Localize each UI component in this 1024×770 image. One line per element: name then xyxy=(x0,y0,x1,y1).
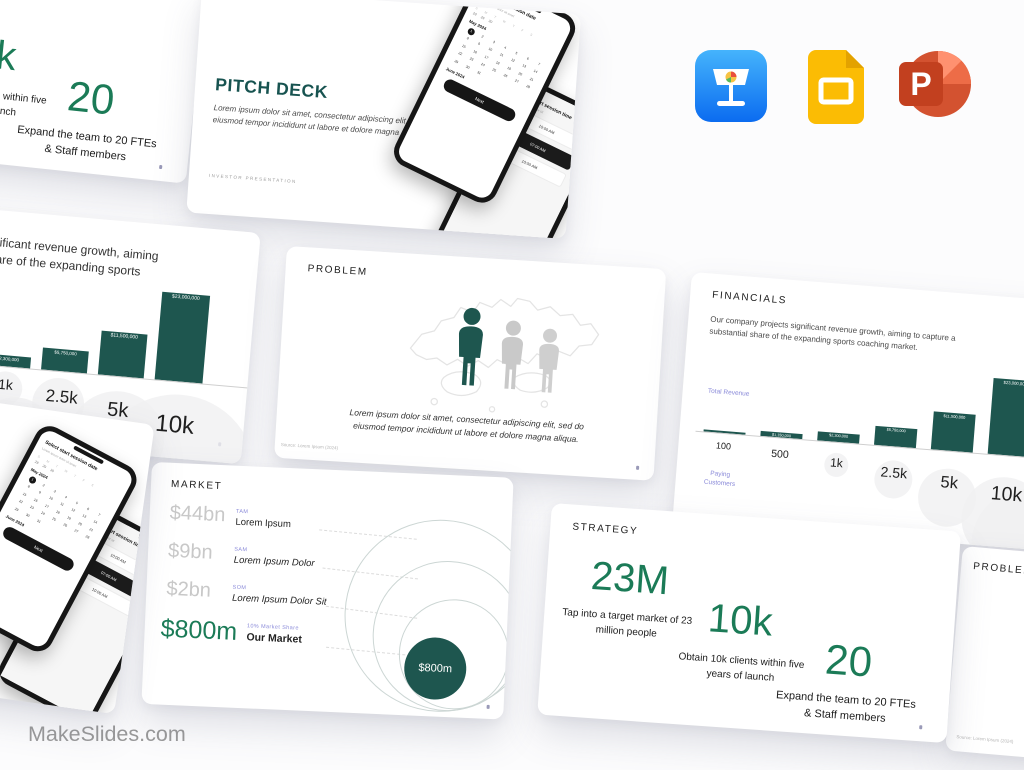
market-label: Lorem Ipsum xyxy=(235,516,292,531)
market-value: $2bn xyxy=(166,577,212,602)
page-number xyxy=(486,704,490,709)
market-value-our: $800m xyxy=(160,614,238,646)
svg-text:P: P xyxy=(910,66,931,102)
person-icon xyxy=(539,328,559,393)
slide-title: PROBLEM xyxy=(307,263,368,278)
bar-10k: $23,000,000 xyxy=(987,377,1024,458)
market-label: Lorem Ipsum Dolor xyxy=(233,554,315,570)
market-label: Our Market xyxy=(246,631,303,646)
slide-problem: PROBLEM Lorem ipsum dolor sit amet, cons… xyxy=(274,246,667,481)
slide-market: MARKET $44bn TAM Lorem Ipsum $9bn SAM Lo… xyxy=(141,462,514,720)
bar-5k: $11,500,000 xyxy=(97,330,148,379)
cover-footer: INVESTOR PRESENTATION xyxy=(208,172,297,185)
bar-10k: $23,000,000 xyxy=(154,291,211,384)
slide-strategy-copy: STRATEGY 23M Tap into a target market of… xyxy=(0,0,208,184)
source-note: Source: Lorem Ipsum (2024) xyxy=(956,734,1014,745)
google-slides-icon[interactable] xyxy=(808,50,864,124)
keynote-icon[interactable] xyxy=(695,50,767,122)
financials-body: Our company projects significant revenue… xyxy=(709,314,956,352)
bar-5k: $11,500,000 xyxy=(930,411,976,453)
slide-strategy: STRATEGY 23M Tap into a target market of… xyxy=(537,503,962,744)
slide-title: FINANCIALS xyxy=(711,289,788,307)
slide-title: PITCH DECK xyxy=(214,74,329,103)
stat-value: 10k xyxy=(706,596,774,645)
market-value: $9bn xyxy=(167,539,214,564)
x-axis-label: Paying Customers xyxy=(703,470,736,488)
y-axis-label: Total Revenue xyxy=(707,387,750,398)
slide-financials: FINANCIALS Our company projects signific… xyxy=(672,272,1024,555)
site-watermark: MakeSlides.com xyxy=(28,722,186,746)
market-tag: SAM xyxy=(234,546,248,554)
category-label: 5k xyxy=(939,473,959,493)
slide-title: MARKET xyxy=(170,478,223,493)
market-tag: 10% Market Share xyxy=(246,623,299,632)
market-tag: TAM xyxy=(235,508,249,516)
slide-cover: PITCH DECK Lorem ipsum dolor sit amet, c… xyxy=(186,0,582,239)
market-label: Lorem Ipsum Dolor Sit xyxy=(231,592,327,608)
category-label: 1k xyxy=(0,375,14,394)
page-number xyxy=(635,465,640,470)
stat-value: 20 xyxy=(823,635,874,686)
stat-value: 23M xyxy=(589,553,671,604)
page-number xyxy=(159,164,163,170)
slide-title: STRATEGY xyxy=(571,521,639,538)
category-label: 100 xyxy=(715,440,732,452)
person-icon xyxy=(458,307,483,386)
powerpoint-icon[interactable]: P xyxy=(896,46,972,122)
source-note: Source: Lorem Ipsum (2024) xyxy=(280,442,339,451)
financials-body: Our company projects significant revenue… xyxy=(0,223,160,280)
market-tag: SOM xyxy=(232,584,247,592)
slide-title: PROBLEM xyxy=(972,560,1024,578)
category-label: 10k xyxy=(989,482,1024,507)
stat-caption: Expand the team to 20 FTEs & Staff membe… xyxy=(16,123,158,164)
person-icon xyxy=(501,320,524,390)
stat-caption: Expand the team to 20 FTEs & Staff membe… xyxy=(775,689,917,725)
slide-cover-crop: Select start session date Lorem ipsum do… xyxy=(0,378,155,715)
category-label: 500 xyxy=(770,447,790,462)
page-number xyxy=(919,725,923,730)
market-value: $44bn xyxy=(169,501,226,527)
category-label: 1k xyxy=(829,455,844,471)
